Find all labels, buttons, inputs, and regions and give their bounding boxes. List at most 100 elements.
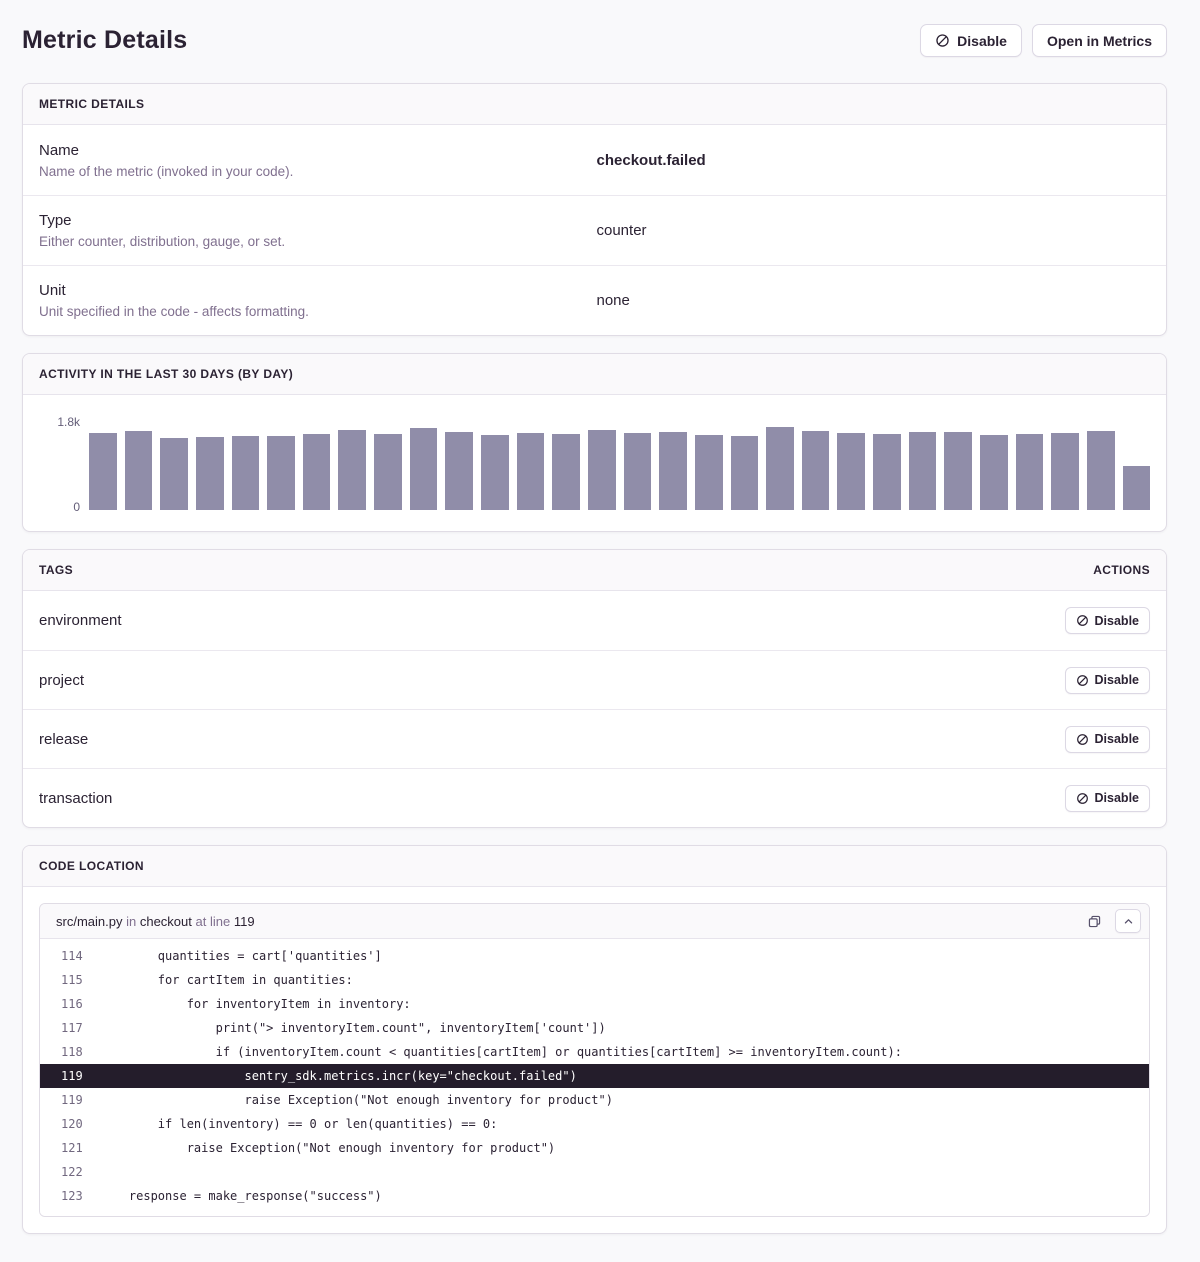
disable-tag-project-button[interactable]: Disable	[1064, 666, 1150, 694]
disable-tag-button-label: Disable	[1094, 732, 1139, 746]
code-line: 116 for inventoryItem in inventory:	[61, 997, 411, 1011]
y-tick-zero: 0	[73, 500, 80, 514]
chart-bar	[659, 431, 687, 510]
code-file-path: src/main.py	[56, 913, 123, 929]
collapse-code-button[interactable]	[1115, 909, 1141, 933]
chart-bar	[837, 432, 866, 510]
chart-bar	[516, 433, 545, 510]
chart-bar	[1015, 433, 1044, 510]
y-tick-max: 1.8k	[57, 415, 80, 429]
disable-tag-transaction-button[interactable]: Disable	[1064, 784, 1150, 812]
chart-bar	[1122, 465, 1151, 510]
copy-icon	[1087, 914, 1102, 929]
tags-panel-title: TAGS	[39, 563, 74, 577]
tag-row-transaction: transaction Disable	[23, 768, 1166, 827]
chart-bar	[730, 435, 759, 510]
ban-icon	[1076, 614, 1089, 627]
tag-name: transaction	[39, 789, 113, 807]
tag-name: release	[39, 730, 89, 748]
disable-tag-environment-button[interactable]: Disable	[1064, 607, 1150, 634]
chart-bars	[89, 420, 1151, 510]
code-breadcrumb: src/main.py in checkout at line 119	[56, 914, 255, 929]
tag-row-project: project Disable	[23, 650, 1166, 709]
tag-name: project	[39, 671, 85, 689]
code-line: 121 raise Exception("Not enough inventor…	[61, 1141, 556, 1155]
activity-panel-header: ACTIVITY IN THE LAST 30 DAYS (BY DAY)	[23, 354, 1166, 395]
open-in-metrics-button[interactable]: Open in Metrics	[1031, 24, 1167, 57]
page-header: Metric Details Disable Open in Metrics	[22, 24, 1167, 57]
tags-panel-header: TAGS ACTIONS	[23, 550, 1166, 591]
chart-bar	[908, 431, 937, 510]
metric-unit-label: Unit	[39, 282, 66, 299]
code-line: 118 if (inventoryItem.count < quantities…	[61, 1045, 902, 1059]
code-location-panel: CODE LOCATION src/main.py in checkout at…	[22, 845, 1167, 1234]
activity-panel-title: ACTIVITY IN THE LAST 30 DAYS (BY DAY)	[39, 367, 294, 381]
copy-code-button[interactable]	[1081, 909, 1107, 933]
code-line: 123 response = make_response("success")	[61, 1189, 382, 1203]
tags-actions-column-label: ACTIONS	[1093, 563, 1150, 577]
metric-type-row: Type Either counter, distribution, gauge…	[23, 195, 1166, 265]
code-line-number: 119	[233, 913, 255, 929]
metric-details-panel: METRIC DETAILS Name Name of the metric (…	[22, 83, 1167, 336]
metric-name-label: Name	[39, 141, 80, 159]
chart-bar	[445, 431, 474, 510]
chart-bar	[302, 434, 331, 510]
chart-bar	[231, 435, 260, 510]
tags-panel: TAGS ACTIONS environment Disable project…	[22, 549, 1167, 828]
metric-details-panel-title: METRIC DETAILS	[39, 97, 145, 111]
chevron-up-icon	[1123, 916, 1134, 927]
chart-bar	[1051, 433, 1079, 510]
disable-tag-button-label: Disable	[1094, 613, 1139, 628]
chart-bar	[124, 430, 153, 510]
metric-unit-row: Unit Unit specified in the code - affect…	[23, 265, 1166, 335]
page-title: Metric Details	[22, 26, 188, 54]
code-location-panel-title: CODE LOCATION	[39, 859, 144, 873]
chart-bar	[89, 433, 117, 510]
code-line: 114 quantities = cart['quantities']	[61, 949, 382, 963]
chart-bar	[481, 435, 509, 510]
code-in-label: in	[126, 913, 137, 929]
activity-chart: 1.8k 0	[23, 395, 1166, 531]
metric-details-panel-header: METRIC DETAILS	[23, 84, 1166, 125]
metric-type-value: counter	[596, 222, 647, 239]
code-at-line-label: at line	[195, 913, 231, 929]
code-snippet: src/main.py in checkout at line 119	[39, 903, 1150, 1217]
chart-bar	[801, 430, 830, 510]
chart-bar	[587, 429, 616, 510]
code-lines: 114 quantities = cart['quantities'] 115 …	[40, 939, 1149, 1216]
code-snippet-header: src/main.py in checkout at line 119	[40, 904, 1149, 939]
metric-unit-value: none	[596, 292, 630, 309]
code-line: 122	[61, 1165, 83, 1179]
chart-y-axis: 1.8k 0	[29, 415, 89, 514]
disable-tag-release-button[interactable]: Disable	[1064, 725, 1150, 753]
disable-metric-button[interactable]: Disable	[920, 24, 1022, 57]
chart-bar	[1086, 431, 1115, 510]
tag-name: environment	[39, 612, 122, 629]
chart-bar	[374, 433, 402, 510]
chart-bar	[409, 427, 438, 510]
ban-icon	[1076, 674, 1089, 687]
chart-bar	[552, 434, 580, 510]
code-line: 117 print("> inventoryItem.count", inven…	[61, 1021, 606, 1035]
metric-name-description: Name of the metric (invoked in your code…	[39, 163, 294, 179]
metric-name-row: Name Name of the metric (invoked in your…	[23, 125, 1166, 195]
code-line: 115 for cartItem in quantities:	[61, 973, 353, 987]
ban-icon	[1076, 792, 1089, 805]
code-line: 120 if len(inventory) == 0 or len(quanti…	[61, 1117, 498, 1131]
code-function-name: checkout	[139, 913, 192, 929]
disable-tag-button-label: Disable	[1094, 791, 1139, 805]
chart-bar	[766, 427, 794, 510]
chart-bar	[160, 437, 188, 510]
header-actions: Disable Open in Metrics	[920, 24, 1167, 57]
chart-bar	[267, 436, 295, 510]
code-line-highlighted: 119 sentry_sdk.metrics.incr(key="checkou…	[40, 1064, 1149, 1088]
metric-unit-description: Unit specified in the code - affects for…	[39, 304, 309, 319]
chart-bar	[694, 434, 723, 510]
chart-bar	[195, 436, 224, 510]
activity-panel: ACTIVITY IN THE LAST 30 DAYS (BY DAY) 1.…	[22, 353, 1167, 532]
code-line: 119 raise Exception("Not enough inventor…	[61, 1093, 613, 1107]
chart-bar	[944, 432, 973, 510]
ban-icon	[935, 33, 950, 48]
chart-bar	[873, 433, 901, 510]
